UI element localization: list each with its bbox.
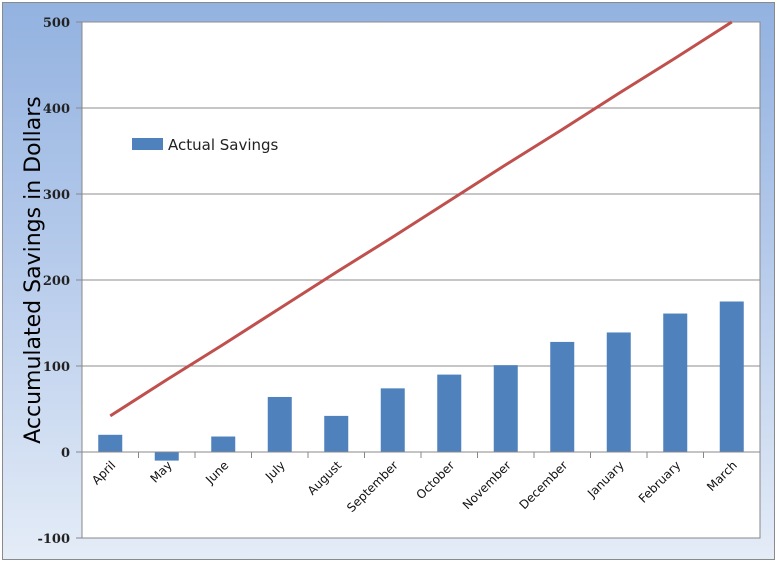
bar-april: [98, 434, 123, 452]
y-tick-label: 500: [43, 16, 70, 31]
target-line: [109, 20, 733, 418]
legend-label: Actual Savings: [168, 136, 279, 154]
y-tick-label: 400: [43, 102, 70, 117]
bar-december: [550, 341, 575, 452]
bar-october: [437, 374, 462, 452]
bar-february: [663, 313, 688, 452]
y-tick-label: 200: [43, 274, 70, 289]
y-axis-label: Accumulated Savings in Dollars: [21, 96, 46, 444]
y-tick-label: -100: [37, 532, 70, 547]
legend-swatch: [132, 138, 163, 150]
bar-march: [719, 301, 744, 452]
bar-may: [154, 452, 179, 461]
bar-january: [606, 332, 631, 452]
y-tick-label: 0: [61, 446, 70, 461]
bar-august: [324, 415, 349, 452]
y-tick-label: 300: [43, 188, 70, 203]
bar-june: [211, 436, 236, 452]
bar-september: [380, 388, 405, 452]
y-tick-label: 100: [43, 360, 70, 375]
bar-july: [267, 396, 292, 452]
bar-november: [493, 365, 518, 452]
